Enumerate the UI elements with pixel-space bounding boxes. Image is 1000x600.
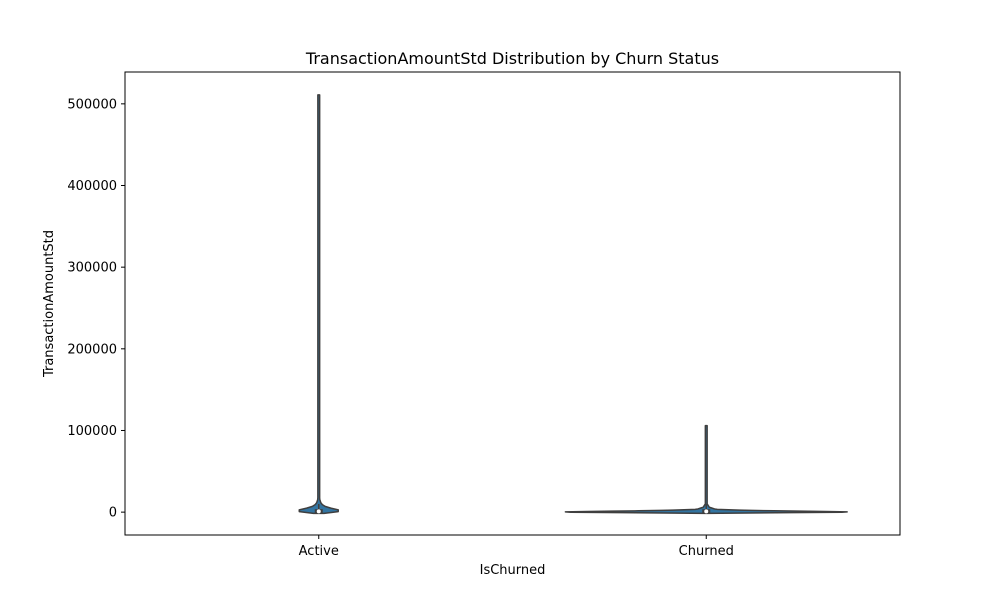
y-axis-label: TransactionAmountStd xyxy=(42,230,57,378)
violin-median xyxy=(316,509,321,514)
x-axis-label: IsChurned xyxy=(480,563,546,578)
y-tick-label: 300000 xyxy=(67,261,117,276)
plot-area xyxy=(298,94,848,515)
plot-frame xyxy=(124,71,901,536)
y-tick-label: 400000 xyxy=(67,179,117,194)
x-tick-label: Active xyxy=(299,544,339,559)
violin-median xyxy=(704,509,709,514)
y-tick-label: 0 xyxy=(109,506,117,521)
chart-title: TransactionAmountStd Distribution by Chu… xyxy=(305,49,719,68)
y-tick-label: 100000 xyxy=(67,424,117,439)
axes: 0 100000 200000 300000 400000 500000 Active Chu… xyxy=(67,71,901,559)
violin-body xyxy=(564,424,848,515)
violin-body xyxy=(298,94,340,515)
violin-churned xyxy=(564,424,848,515)
y-tick-label: 500000 xyxy=(67,97,117,112)
violin-active xyxy=(298,94,340,515)
y-tick-label: 200000 xyxy=(67,342,117,357)
x-tick-label: Churned xyxy=(679,544,734,559)
